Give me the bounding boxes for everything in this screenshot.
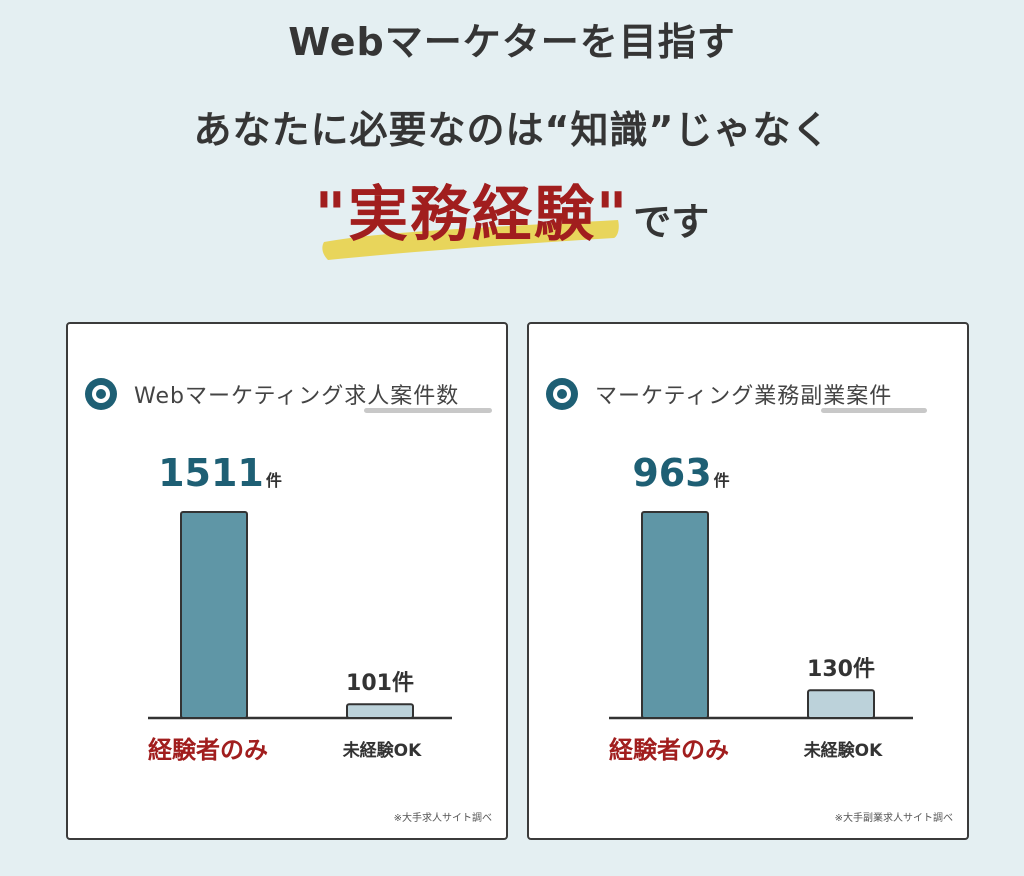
- bar-value-unit: 件: [266, 471, 282, 490]
- category-label: 未経験OK: [342, 740, 422, 761]
- chart-card-marketing-side-jobs: マーケティング業務副業案件 963 件経験者のみ 130件未経験OK ※大手副業求人…: [527, 322, 969, 840]
- bar-value-number: 963: [632, 451, 711, 495]
- source-note: ※大手求人サイト調べ: [393, 813, 492, 824]
- chart-card-web-marketing-jobs: Webマーケティング求人案件数 1511 件経験者のみ 101件未経験OK ※大手求…: [66, 322, 508, 840]
- bar-inexperienced-ok: [807, 689, 875, 720]
- title-underline: [364, 408, 492, 413]
- bar-value-label: 101件: [346, 671, 414, 696]
- category-label: 未経験OK: [803, 740, 883, 761]
- bar-experienced-only: [641, 511, 709, 719]
- chart-title: Webマーケティング求人案件数: [134, 384, 460, 409]
- bar-experienced-only: [180, 511, 248, 719]
- bar-value-label: 963 件: [632, 451, 729, 495]
- headline-line-3: "実務経験" です: [0, 166, 1024, 253]
- source-note: ※大手副業求人サイト調べ: [834, 813, 953, 824]
- bar-value-label: 1511 件: [158, 451, 282, 495]
- bar-value-number: 1511: [158, 451, 264, 495]
- headline-tail: です: [633, 200, 710, 244]
- yellow-highlight-stroke: [322, 220, 619, 260]
- card-title: マーケティング業務副業案件: [545, 376, 892, 412]
- title-underline: [821, 408, 927, 413]
- bar-inexperienced-ok: [346, 703, 414, 720]
- headline-line-2: あなたに必要なのは“知識”じゃなく: [193, 108, 831, 152]
- target-circle-icon: [85, 378, 117, 410]
- headline-emphasis: "実務経験": [314, 180, 630, 250]
- chart-title: マーケティング業務副業案件: [595, 384, 893, 409]
- category-label: 経験者のみ: [609, 736, 729, 764]
- bar-value-label: 130件: [807, 657, 875, 682]
- category-label: 経験者のみ: [148, 736, 268, 764]
- target-circle-icon: [546, 378, 578, 410]
- bar-value-unit: 件: [714, 471, 730, 490]
- headline-line-1: Webマーケターを目指す: [288, 20, 736, 64]
- card-title: Webマーケティング求人案件数: [84, 376, 459, 412]
